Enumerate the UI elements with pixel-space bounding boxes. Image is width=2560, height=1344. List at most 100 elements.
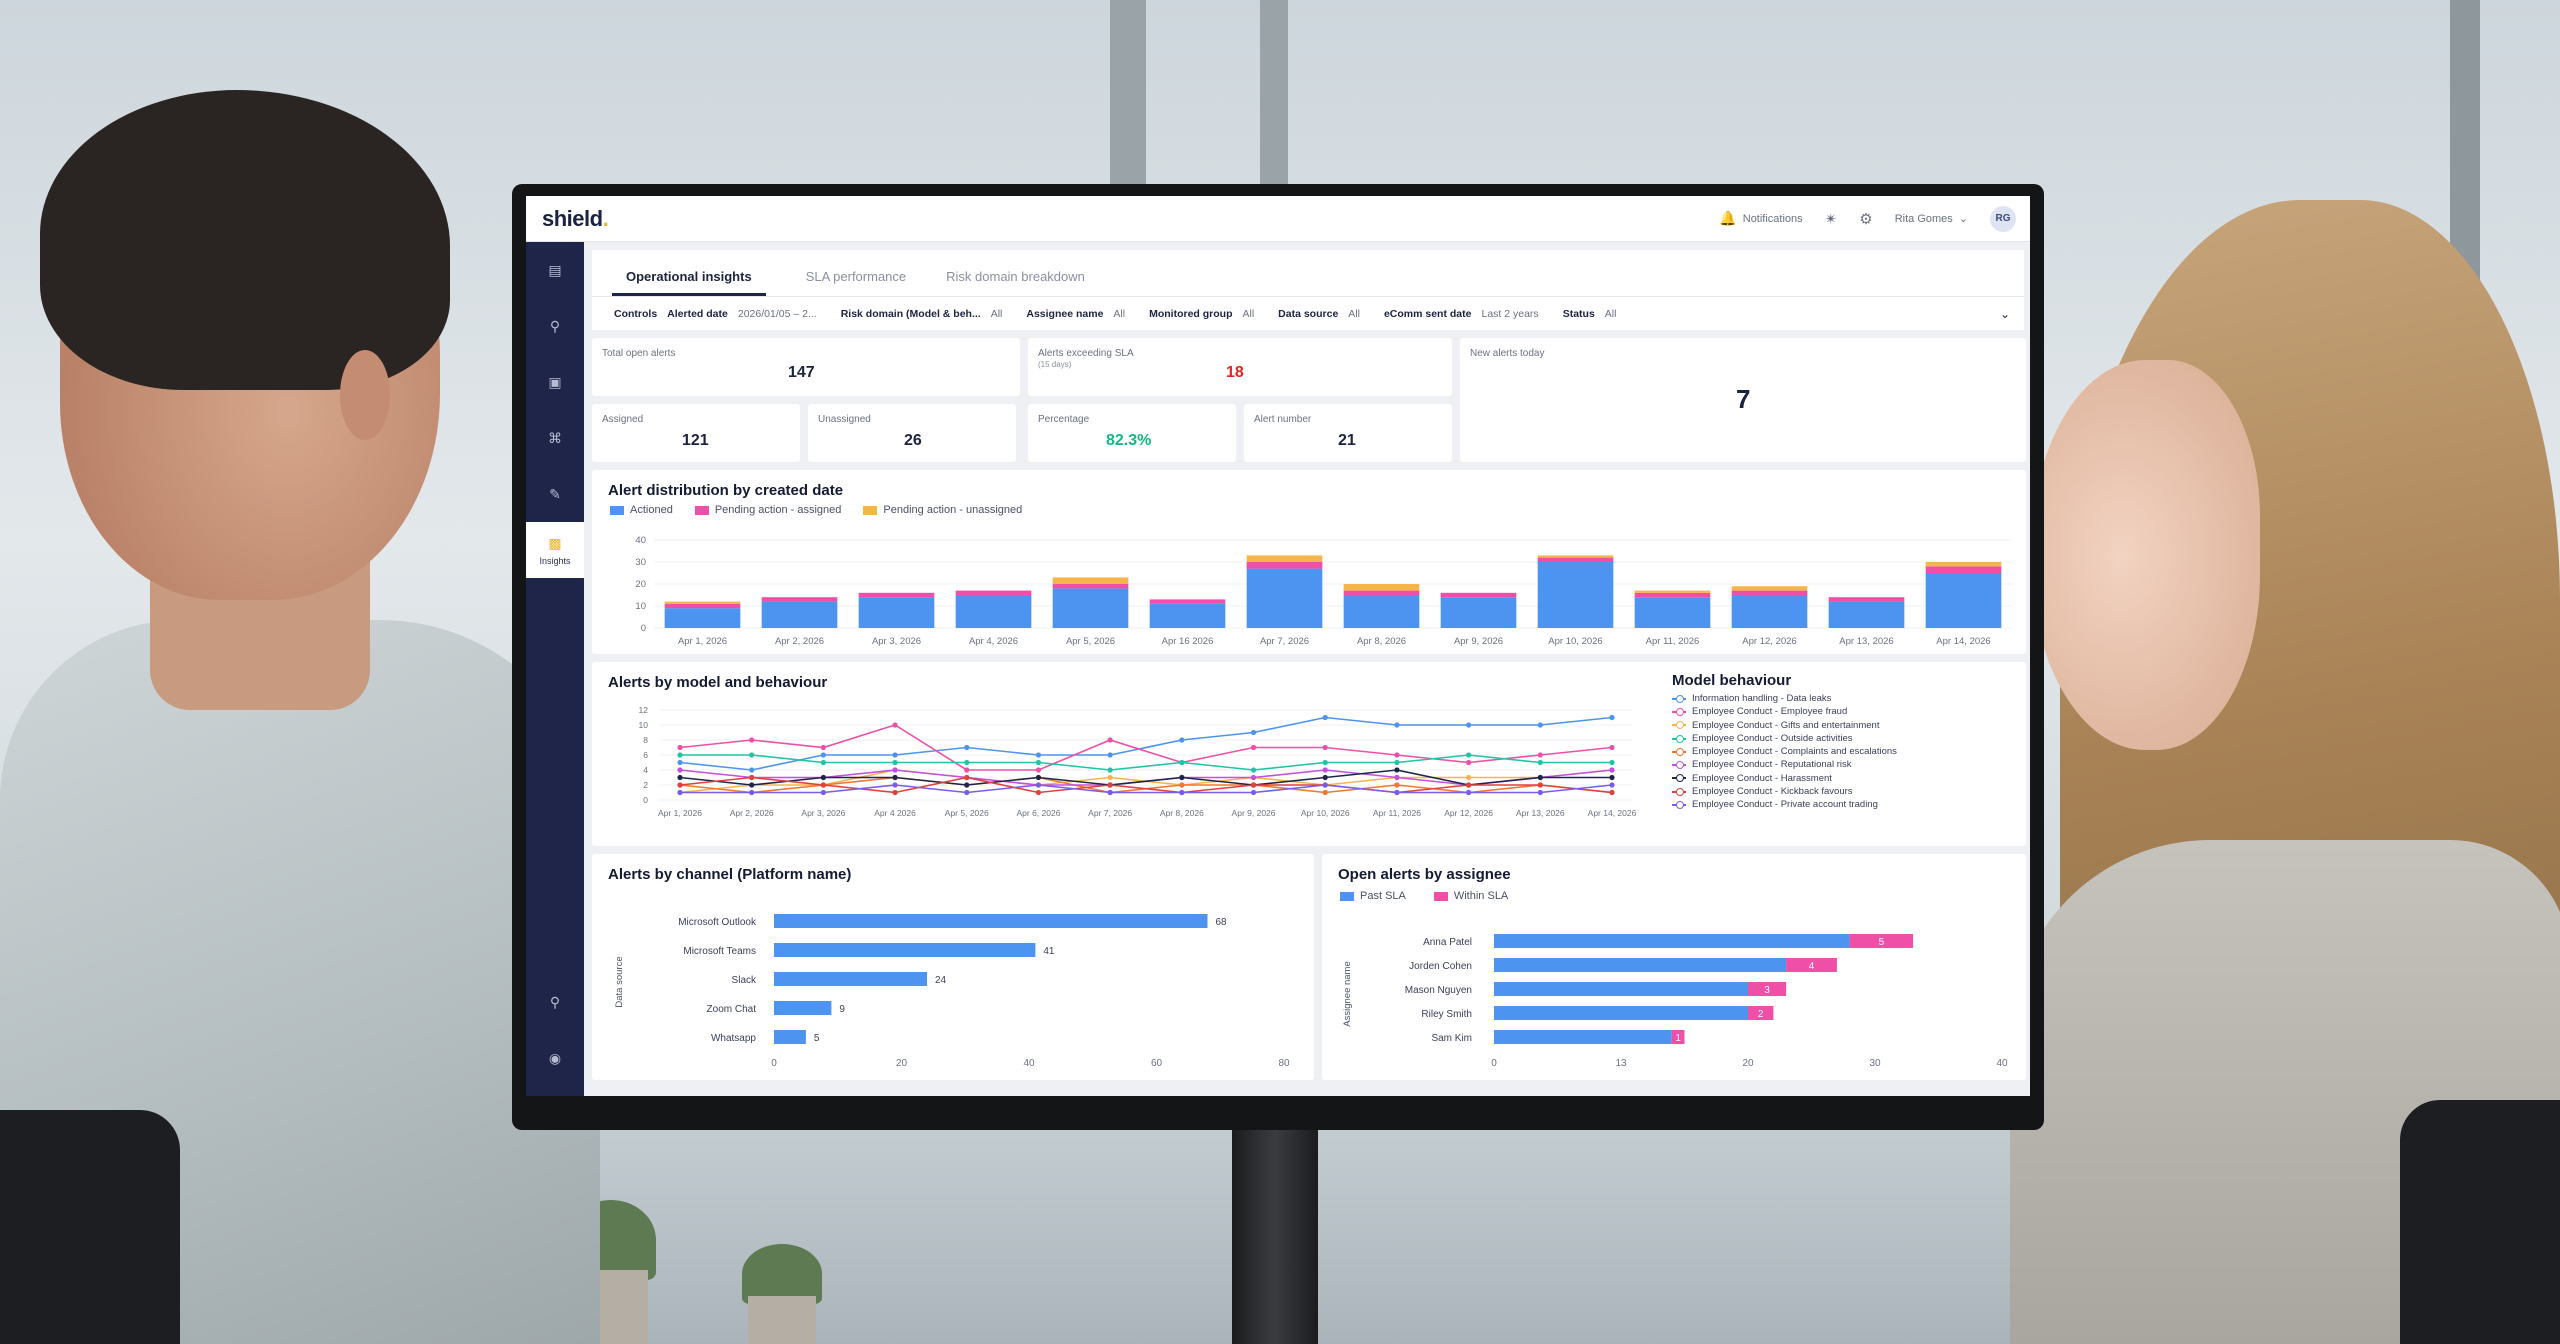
filter-data-source-label: Data source (1278, 307, 1339, 320)
y-tick-label: 0 (643, 795, 648, 805)
x-tick-label: Apr 8, 2026 (1357, 636, 1406, 647)
bar-segment (761, 597, 838, 602)
data-point (1250, 782, 1257, 788)
tab-sla-performance[interactable]: SLA performance (805, 269, 907, 284)
nav-search-settings[interactable]: ⚲ (526, 974, 584, 1030)
legend-pending-assigned[interactable]: Pending action - assigned (694, 504, 841, 516)
nav-search[interactable]: ⚲ (526, 298, 584, 354)
data-point (820, 744, 826, 751)
data-point (1537, 789, 1543, 796)
legend-within-sla[interactable]: Within SLA (1433, 890, 1508, 902)
expand-filters-icon[interactable]: ⌄ (1999, 306, 2010, 321)
legend-swatch (1672, 761, 1686, 770)
legend-item[interactable]: Employee Conduct - Private account tradi… (1672, 798, 1897, 811)
nav-cases[interactable]: ▣ (526, 354, 584, 410)
bar-segment (1731, 595, 1808, 628)
legend-item[interactable]: Employee Conduct - Employee fraud (1672, 705, 1897, 718)
x-tick-label: Apr 13, 2026 (1839, 636, 1893, 647)
data-point (1107, 774, 1113, 781)
data-point (892, 774, 898, 781)
notifications-button[interactable]: 🔔 Notifications (1719, 210, 1802, 227)
data-point (1609, 759, 1615, 766)
nav-inbox[interactable]: ▤ (526, 242, 584, 298)
legend-item[interactable]: Employee Conduct - Outside activities (1672, 732, 1897, 745)
filter-risk-domain[interactable]: All (990, 307, 1003, 320)
data-point (1035, 767, 1042, 773)
y-tick-label: 40 (635, 535, 646, 546)
filter-data-source[interactable]: All (1348, 307, 1360, 320)
legend-actioned[interactable]: Actioned (610, 504, 673, 516)
kpi-label: Total open alerts (602, 348, 676, 359)
data-point (1394, 789, 1400, 796)
kpi-assigned: Assigned 121 (592, 404, 800, 462)
legend-item[interactable]: Employee Conduct - Reputational risk (1672, 758, 1897, 771)
filter-status[interactable]: All (1604, 307, 1617, 320)
avatar[interactable]: RG (1990, 205, 2016, 232)
hair (40, 90, 450, 390)
model-behaviour-legend-title: Model behaviour (1672, 672, 1792, 689)
tab-risk-domain-breakdown[interactable]: Risk domain breakdown (946, 269, 1085, 284)
plant-pot (748, 1296, 816, 1344)
legend-label: Employee Conduct - Reputational risk (1692, 759, 1852, 771)
data-point (1466, 789, 1472, 796)
bar-segment (955, 590, 1032, 595)
y-tick-label: 0 (641, 623, 646, 634)
legend-swatch (1672, 801, 1686, 810)
x-tick-label: 13 (1615, 1058, 1627, 1069)
data-point (677, 759, 683, 766)
kpi-new-today: New alerts today 7 (1460, 338, 2026, 462)
data-point (892, 789, 898, 796)
legend-item[interactable]: Employee Conduct - Gifts and entertainme… (1672, 719, 1897, 732)
gear-icon[interactable]: ⚙ (1859, 210, 1873, 228)
legend-swatch (1672, 774, 1686, 783)
category-label: Sam Kim (1431, 1033, 1472, 1044)
bar-segment-past-sla (1494, 958, 1787, 972)
filter-ecomm-sent[interactable]: Last 2 years (1481, 307, 1539, 320)
legend-item[interactable]: Employee Conduct - Complaints and escala… (1672, 745, 1897, 758)
nav-network[interactable]: ⌘ (526, 410, 584, 466)
nav-eye-settings[interactable]: ◉ (526, 1030, 584, 1086)
legend-past-sla[interactable]: Past SLA (1340, 890, 1406, 902)
kpi-value: 7 (1736, 384, 1751, 414)
data-point (1537, 752, 1543, 758)
y-tick-label: 4 (643, 765, 648, 775)
kpi-value: 18 (1226, 364, 1244, 381)
eye-settings-icon: ◉ (548, 1049, 562, 1066)
legend-item[interactable]: Information handling - Data leaks (1672, 692, 1897, 705)
filter-assignee-label: Assignee name (1026, 307, 1104, 320)
filter-monitored-group-label: Monitored group (1149, 307, 1233, 320)
x-tick-label: Apr 5, 2026 (1066, 636, 1115, 647)
legend-item[interactable]: Employee Conduct - Kickback favours (1672, 785, 1897, 798)
data-point (1609, 774, 1615, 781)
nav-insights[interactable]: ▩ Insights (526, 522, 584, 578)
data-point (677, 767, 683, 773)
filter-assignee[interactable]: All (1113, 307, 1126, 320)
legend-pending-unassigned[interactable]: Pending action - unassigned (863, 504, 1022, 516)
network-icon[interactable]: ✴ (1824, 210, 1838, 228)
data-point (677, 752, 683, 758)
data-point (749, 774, 755, 781)
data-point (749, 789, 755, 796)
bar-segment (1246, 562, 1323, 569)
kpi-total-open: Total open alerts 147 (592, 338, 1020, 396)
legend-swatch (1672, 707, 1686, 716)
x-tick-label: Apr 6, 2026 (1016, 808, 1060, 818)
nav-edit[interactable]: ✎ (526, 466, 584, 522)
x-tick-label: Apr 11, 2026 (1373, 808, 1421, 818)
data-point (1394, 767, 1400, 773)
filter-monitored-group[interactable]: All (1242, 307, 1255, 320)
tab-operational-insights[interactable]: Operational insights (612, 269, 766, 296)
data-point (1394, 722, 1400, 728)
filter-alerted-date[interactable]: 2026/01/05 – 2... (737, 307, 817, 320)
category-label: Zoom Chat (707, 1004, 757, 1015)
bar-segment (1537, 555, 1614, 558)
x-tick-label: Apr 4 2026 (874, 808, 916, 818)
legend-item[interactable]: Employee Conduct - Harassment (1672, 772, 1897, 785)
data-point (820, 789, 826, 796)
search-settings-icon: ⚲ (549, 993, 561, 1010)
user-menu[interactable]: Rita Gomes ⌄ (1895, 212, 1968, 226)
data-point (820, 774, 826, 781)
data-point (964, 767, 970, 773)
data-point (1466, 774, 1472, 781)
app-logo[interactable]: shield. (542, 205, 609, 231)
